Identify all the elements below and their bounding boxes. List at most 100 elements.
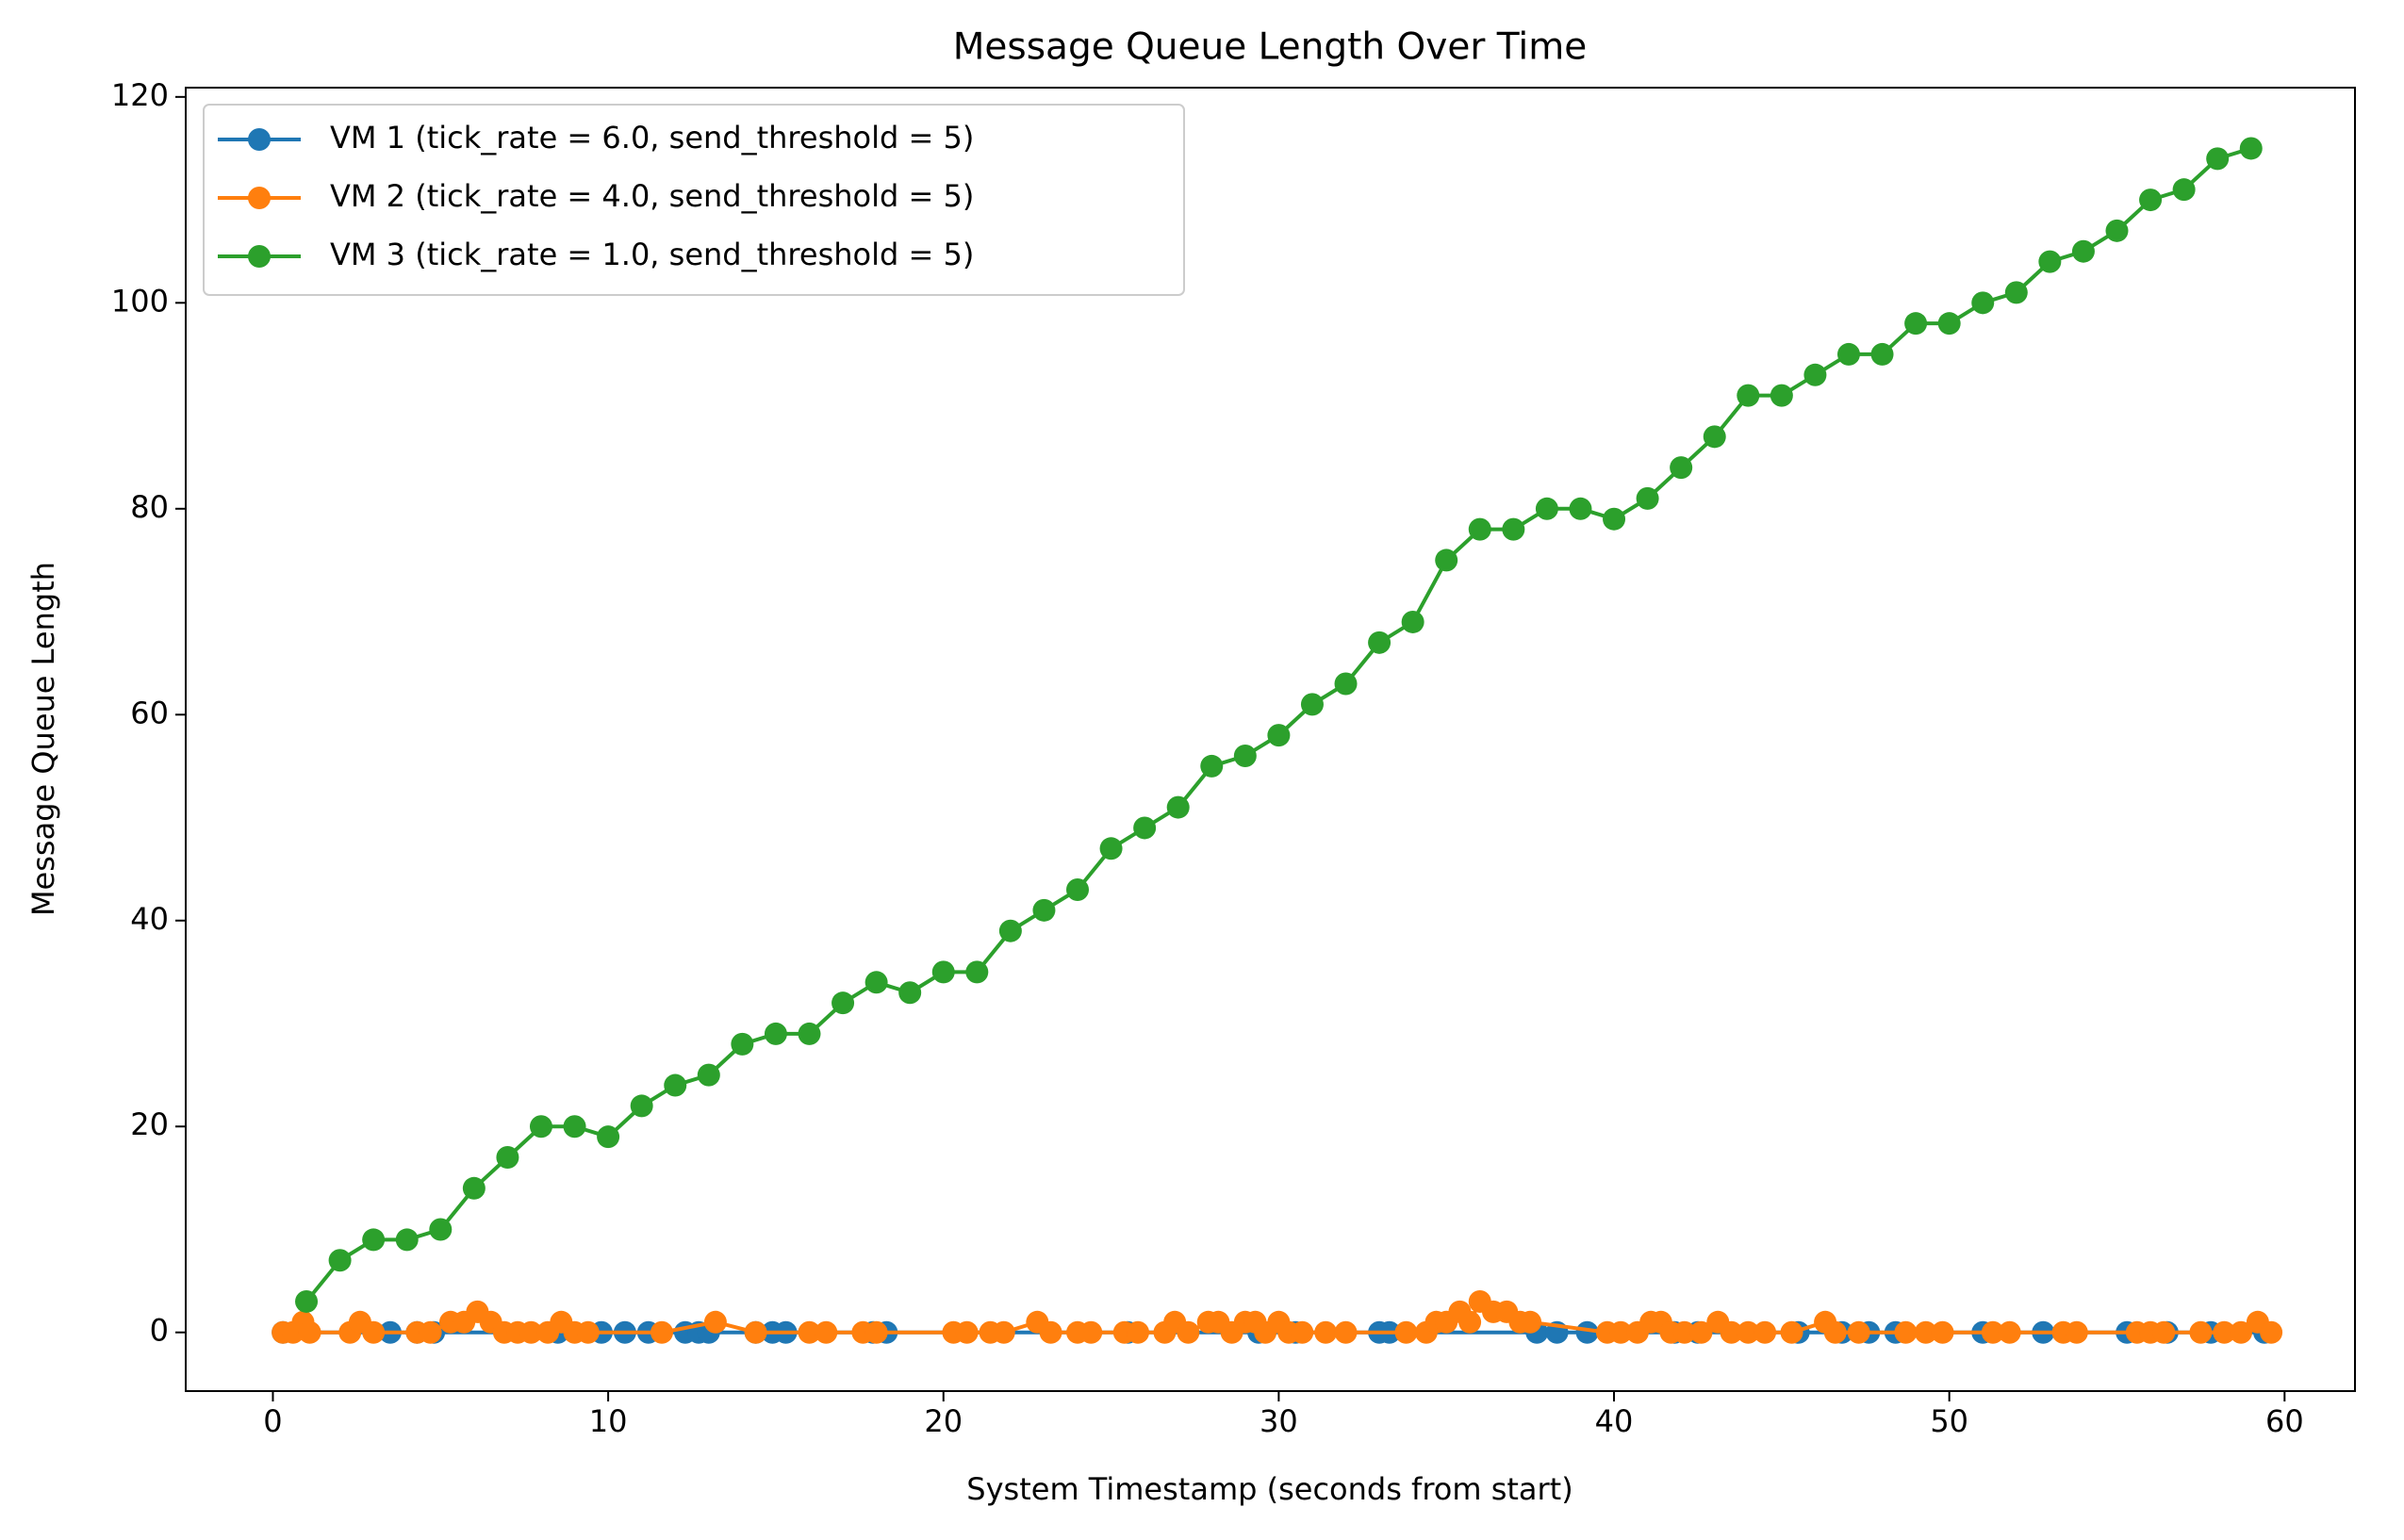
data-point xyxy=(2071,239,2095,263)
data-point xyxy=(630,1094,653,1118)
data-point xyxy=(2189,1320,2213,1344)
data-point xyxy=(1894,1320,1918,1344)
data-point xyxy=(2230,1320,2253,1344)
data-point xyxy=(1609,1320,1633,1344)
data-point xyxy=(1435,549,1458,572)
legend-marker xyxy=(248,128,271,151)
data-point xyxy=(1754,1320,1777,1344)
data-point xyxy=(1468,517,1491,541)
legend-label: VM 2 (tick_rate = 4.0, send_threshold = … xyxy=(330,178,974,214)
data-point xyxy=(1166,795,1190,819)
data-point xyxy=(462,1176,486,1200)
y-tick-label: 60 xyxy=(130,695,169,730)
data-point xyxy=(1689,1320,1713,1344)
data-point xyxy=(496,1146,519,1170)
data-point xyxy=(798,1320,821,1344)
y-tick-label: 20 xyxy=(130,1106,169,1142)
data-point xyxy=(1670,456,1693,480)
data-point xyxy=(1823,1320,1847,1344)
x-tick-label: 60 xyxy=(2265,1403,2304,1439)
data-point xyxy=(1233,744,1257,767)
data-point xyxy=(1300,693,1324,716)
data-point xyxy=(1803,363,1827,386)
data-point xyxy=(2260,1320,2283,1344)
data-point xyxy=(1836,342,1860,366)
data-point xyxy=(1099,837,1123,860)
data-point xyxy=(1535,497,1558,520)
y-tick-label: 0 xyxy=(150,1313,169,1349)
data-point xyxy=(1267,724,1291,747)
data-point xyxy=(731,1032,754,1056)
data-point xyxy=(1177,1320,1200,1344)
data-point xyxy=(2065,1320,2088,1344)
data-point xyxy=(362,1320,386,1344)
y-tick-label: 120 xyxy=(111,77,169,113)
data-point xyxy=(664,1073,687,1097)
data-point xyxy=(1981,1320,2004,1344)
data-point xyxy=(955,1320,979,1344)
data-point xyxy=(1127,1320,1150,1344)
data-point xyxy=(1904,312,1928,336)
data-point xyxy=(1032,898,1056,922)
data-point xyxy=(1291,1320,1314,1344)
data-point xyxy=(1458,1310,1482,1334)
x-axis-label: System Timestamp (seconds from start) xyxy=(966,1471,1572,1507)
data-point xyxy=(563,1115,586,1139)
x-tick-label: 40 xyxy=(1595,1403,1634,1439)
data-point xyxy=(1971,291,1995,315)
data-point xyxy=(1914,1320,1937,1344)
data-point xyxy=(1334,1320,1358,1344)
data-point xyxy=(1569,497,1592,520)
data-point xyxy=(2172,178,2196,202)
data-point xyxy=(2004,281,2028,304)
data-point xyxy=(2105,219,2129,242)
data-point xyxy=(597,1125,620,1149)
plot-frame xyxy=(185,87,2356,1392)
data-point xyxy=(1847,1320,1870,1344)
data-point xyxy=(992,1320,1015,1344)
data-point xyxy=(1575,1320,1599,1344)
data-point xyxy=(1636,486,1659,510)
data-point xyxy=(429,1218,453,1241)
data-point xyxy=(864,1320,888,1344)
data-point xyxy=(1931,1320,1954,1344)
data-point xyxy=(1039,1320,1062,1344)
data-point xyxy=(1737,384,1760,407)
data-point xyxy=(1394,1320,1418,1344)
data-point xyxy=(697,1063,720,1087)
data-point xyxy=(298,1320,321,1344)
data-point xyxy=(2139,188,2163,212)
data-point xyxy=(1870,342,1894,366)
data-point xyxy=(1720,1320,1743,1344)
data-point xyxy=(2152,1320,2176,1344)
legend-marker xyxy=(248,245,271,268)
data-point xyxy=(998,919,1022,942)
data-point xyxy=(395,1228,419,1252)
chart-title: Message Queue Length Over Time xyxy=(953,26,1587,69)
data-point xyxy=(1368,631,1391,654)
data-point xyxy=(529,1115,552,1139)
data-point xyxy=(744,1320,767,1344)
data-point xyxy=(965,960,989,984)
data-point xyxy=(328,1249,352,1272)
data-point xyxy=(1737,1320,1760,1344)
x-tick-label: 20 xyxy=(924,1403,963,1439)
data-point xyxy=(1703,425,1726,449)
data-point xyxy=(798,1022,821,1045)
legend-marker xyxy=(248,187,271,209)
data-point xyxy=(1603,507,1626,531)
data-point xyxy=(295,1289,319,1313)
data-point xyxy=(1519,1310,1542,1334)
data-point xyxy=(519,1320,543,1344)
data-point xyxy=(2239,137,2263,160)
data-point xyxy=(1133,816,1157,840)
y-axis-label: Message Queue Length xyxy=(25,562,61,916)
data-point xyxy=(864,971,888,994)
x-tick-label: 30 xyxy=(1260,1403,1298,1439)
legend-label: VM 1 (tick_rate = 6.0, send_threshold = … xyxy=(330,120,974,156)
legend-box xyxy=(203,104,1185,296)
data-point xyxy=(1079,1320,1103,1344)
data-point xyxy=(1314,1320,1338,1344)
